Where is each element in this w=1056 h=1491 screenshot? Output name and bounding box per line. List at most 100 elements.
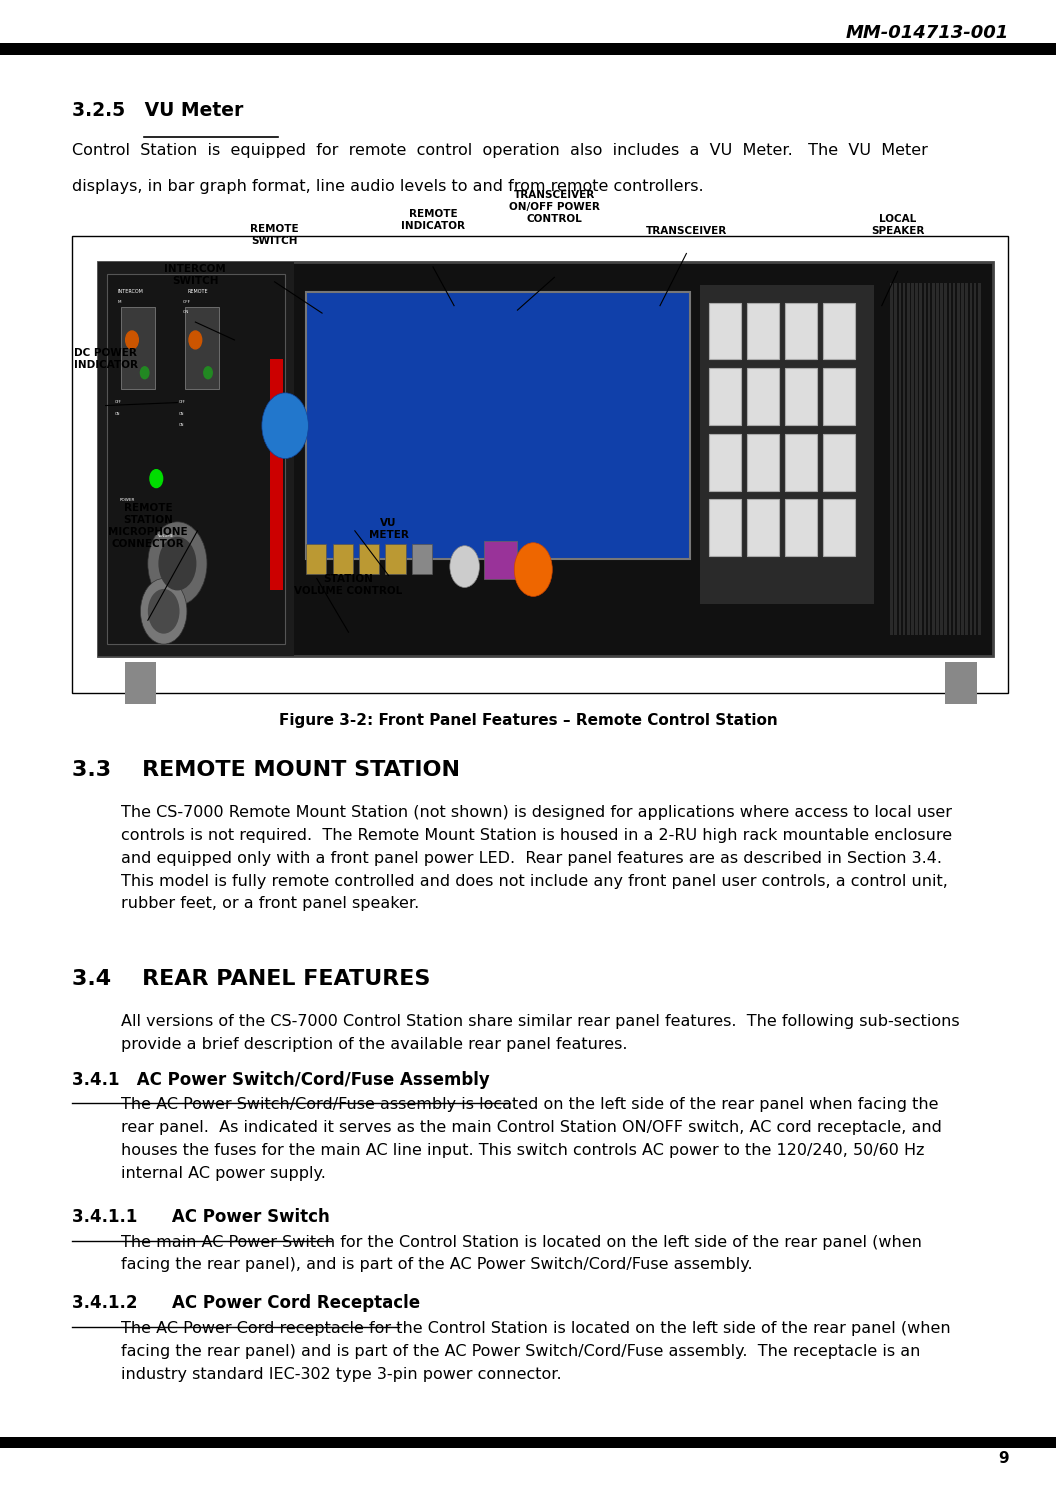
Bar	[945, 662, 977, 704]
Bar	[747, 499, 779, 556]
Circle shape	[450, 546, 479, 587]
Text: LOCAL
SPEAKER: LOCAL SPEAKER	[871, 213, 924, 236]
Text: OFF: OFF	[115, 400, 121, 404]
Bar	[894, 283, 897, 635]
Bar	[907, 283, 909, 635]
Text: REMOTE
STATION
MICROPHONE
CONNECTOR: REMOTE STATION MICROPHONE CONNECTOR	[108, 502, 188, 549]
Bar	[903, 283, 905, 635]
Bar	[107, 274, 285, 644]
Bar	[961, 283, 964, 635]
Text: REMOTE: REMOTE	[188, 289, 209, 294]
Text: VOLUME: VOLUME	[158, 534, 174, 538]
Circle shape	[189, 331, 202, 349]
Bar	[709, 499, 741, 556]
Bar	[98, 262, 993, 656]
Text: STATION
VOLUME CONTROL: STATION VOLUME CONTROL	[295, 574, 402, 596]
Bar	[823, 434, 855, 491]
Bar	[700, 285, 874, 604]
Text: INTERCOM: INTERCOM	[117, 289, 144, 294]
Text: 9: 9	[998, 1451, 1008, 1466]
Bar	[121, 307, 155, 389]
Bar	[785, 303, 817, 359]
Bar	[974, 283, 977, 635]
Text: 3.3    REMOTE MOUNT STATION: 3.3 REMOTE MOUNT STATION	[72, 760, 459, 780]
Text: 3.4.1.1      AC Power Switch: 3.4.1.1 AC Power Switch	[72, 1208, 329, 1226]
Bar	[969, 283, 973, 635]
Text: ON: ON	[178, 412, 184, 416]
Bar	[940, 283, 943, 635]
Text: ON: ON	[183, 310, 189, 315]
Bar	[924, 283, 926, 635]
Bar	[948, 283, 951, 635]
Bar	[412, 544, 432, 574]
Bar	[823, 368, 855, 425]
Bar	[944, 283, 947, 635]
Circle shape	[514, 543, 552, 596]
Bar	[747, 368, 779, 425]
Bar	[953, 283, 956, 635]
Bar	[333, 544, 353, 574]
Bar	[98, 262, 993, 656]
Text: POWER: POWER	[119, 498, 135, 502]
Text: OFF: OFF	[178, 400, 185, 404]
Text: The AC Power Cord receptacle for the Control Station is located on the left side: The AC Power Cord receptacle for the Con…	[121, 1321, 951, 1382]
Text: 3.4.1.2      AC Power Cord Receptacle: 3.4.1.2 AC Power Cord Receptacle	[72, 1294, 420, 1312]
Circle shape	[148, 522, 207, 605]
Bar	[0, 1437, 1056, 1448]
Bar	[484, 541, 517, 579]
Text: 3.2.5   VU Meter: 3.2.5 VU Meter	[72, 101, 243, 121]
Bar	[72, 236, 1008, 693]
Bar	[709, 434, 741, 491]
Text: Control  Station  is  equipped  for  remote  control  operation  also  includes : Control Station is equipped for remote c…	[72, 143, 927, 158]
Circle shape	[262, 394, 308, 459]
Bar	[185, 307, 219, 389]
Bar	[823, 303, 855, 359]
Circle shape	[140, 579, 187, 644]
Bar	[98, 262, 294, 656]
Bar	[359, 544, 379, 574]
Text: displays, in bar graph format, line audio levels to and from remote controllers.: displays, in bar graph format, line audi…	[72, 179, 703, 194]
Text: M: M	[117, 300, 120, 304]
Text: The AC Power Switch/Cord/Fuse assembly is located on the left side of the rear p: The AC Power Switch/Cord/Fuse assembly i…	[121, 1097, 942, 1181]
Bar	[306, 544, 326, 574]
Text: REMOTE
INDICATOR: REMOTE INDICATOR	[401, 209, 465, 231]
Bar	[785, 368, 817, 425]
Bar	[125, 662, 156, 704]
Circle shape	[158, 537, 196, 590]
Text: INTERCOM
SWITCH: INTERCOM SWITCH	[165, 264, 226, 286]
Circle shape	[148, 589, 180, 634]
Bar	[823, 499, 855, 556]
Text: TRANSCEIVER: TRANSCEIVER	[646, 225, 727, 236]
Bar	[978, 283, 981, 635]
Text: The main AC Power Switch for the Control Station is located on the left side of : The main AC Power Switch for the Control…	[121, 1235, 922, 1272]
Text: Figure 3-2: Front Panel Features – Remote Control Station: Figure 3-2: Front Panel Features – Remot…	[279, 713, 777, 728]
Text: 3.4.1   AC Power Switch/Cord/Fuse Assembly: 3.4.1 AC Power Switch/Cord/Fuse Assembly	[72, 1071, 490, 1088]
Text: MM-014713-001: MM-014713-001	[845, 24, 1008, 42]
Circle shape	[126, 331, 138, 349]
Bar	[0, 43, 1056, 55]
Text: 3.4    REAR PANEL FEATURES: 3.4 REAR PANEL FEATURES	[72, 969, 430, 989]
Text: All versions of the CS-7000 Control Station share similar rear panel features.  : All versions of the CS-7000 Control Stat…	[121, 1014, 960, 1051]
Bar	[785, 499, 817, 556]
Bar	[916, 283, 918, 635]
Bar	[270, 359, 283, 590]
Text: TRANSCEIVER
ON/OFF POWER
CONTROL: TRANSCEIVER ON/OFF POWER CONTROL	[509, 189, 600, 224]
Text: ON: ON	[178, 423, 184, 428]
Bar	[709, 368, 741, 425]
Bar	[709, 303, 741, 359]
Bar	[890, 283, 892, 635]
Text: The CS-7000 Remote Mount Station (not shown) is designed for applications where : The CS-7000 Remote Mount Station (not sh…	[121, 805, 953, 911]
Bar	[911, 283, 913, 635]
Bar	[928, 283, 930, 635]
Bar	[932, 283, 935, 635]
Circle shape	[150, 470, 163, 488]
Bar	[747, 434, 779, 491]
Bar	[885, 274, 987, 644]
Text: ON: ON	[115, 412, 120, 416]
Bar	[920, 283, 922, 635]
Bar	[306, 292, 690, 559]
Bar	[747, 303, 779, 359]
Bar	[899, 283, 901, 635]
Bar	[785, 434, 817, 491]
Circle shape	[204, 367, 212, 379]
